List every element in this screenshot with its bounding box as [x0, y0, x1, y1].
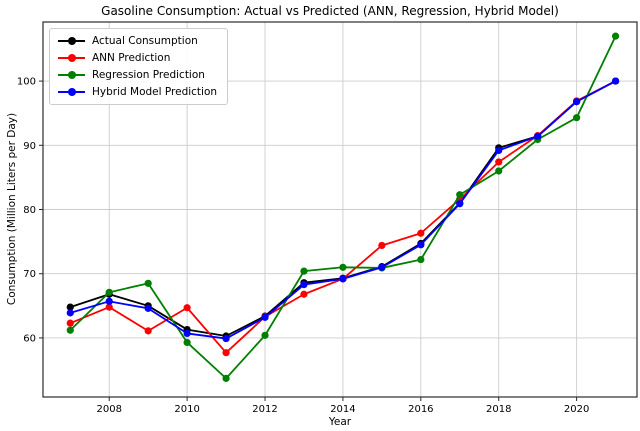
legend-item-actual-consumption: Actual Consumption	[58, 35, 217, 47]
data-point-regression-prediction	[495, 167, 503, 175]
data-point-regression-prediction	[456, 191, 464, 199]
data-point-hybrid-model-prediction	[261, 313, 269, 321]
x-tick-label: 2010	[174, 404, 199, 415]
x-tick-label: 2014	[330, 404, 355, 415]
y-tick-label: 100	[17, 77, 36, 88]
y-tick-label: 80	[23, 205, 36, 216]
data-point-ann-prediction	[66, 319, 74, 327]
x-tick-label: 2018	[486, 404, 511, 415]
data-point-ann-prediction	[105, 303, 113, 311]
data-point-actual-consumption	[66, 303, 74, 311]
data-point-ann-prediction	[378, 241, 386, 250]
legend: Actual Consumption ANN Prediction Regressi…	[49, 28, 229, 105]
data-point-ann-prediction	[183, 304, 191, 312]
data-point-hybrid-model-prediction	[183, 329, 191, 338]
data-point-regression-prediction	[611, 32, 620, 40]
data-point-ann-prediction	[417, 229, 425, 237]
data-point-hybrid-model-prediction	[573, 98, 581, 106]
legend-label: Actual Consumption	[92, 35, 198, 47]
data-point-hybrid-model-prediction	[611, 77, 620, 85]
data-point-hybrid-model-prediction	[495, 146, 503, 155]
data-point-ann-prediction	[144, 327, 152, 335]
data-point-regression-prediction	[339, 263, 347, 271]
data-point-regression-prediction	[300, 267, 308, 275]
data-point-hybrid-model-prediction	[105, 297, 113, 305]
data-point-hybrid-model-prediction	[534, 132, 542, 140]
legend-marker-icon	[58, 37, 85, 46]
legend-label: Regression Prediction	[92, 69, 205, 81]
data-point-hybrid-model-prediction	[339, 275, 347, 283]
legend-marker-icon	[58, 88, 85, 97]
data-point-hybrid-model-prediction	[66, 309, 74, 317]
data-point-regression-prediction	[105, 288, 113, 296]
legend-item-hybrid-model-prediction: Hybrid Model Prediction	[58, 86, 217, 98]
data-point-hybrid-model-prediction	[300, 281, 308, 289]
data-point-regression-prediction	[66, 326, 74, 334]
legend-label: Hybrid Model Prediction	[92, 86, 218, 98]
y-tick-label: 60	[23, 333, 36, 344]
legend-marker-icon	[58, 71, 85, 80]
legend-marker-icon	[58, 54, 85, 63]
legend-label: ANN Prediction	[92, 52, 171, 64]
data-point-regression-prediction	[261, 331, 269, 339]
y-axis-label: Consumption (Million Liters per Day)	[6, 112, 18, 306]
data-point-ann-prediction	[300, 290, 308, 298]
data-point-regression-prediction	[222, 374, 230, 382]
x-tick-label: 2012	[252, 404, 277, 415]
data-point-ann-prediction	[495, 158, 503, 166]
data-point-hybrid-model-prediction	[456, 200, 464, 208]
legend-item-regression-prediction: Regression Prediction	[58, 69, 217, 81]
data-point-hybrid-model-prediction	[144, 304, 152, 312]
data-point-hybrid-model-prediction	[417, 241, 425, 249]
data-point-hybrid-model-prediction	[378, 263, 386, 271]
legend-item-ann-prediction: ANN Prediction	[58, 52, 217, 64]
x-axis-label: Year	[328, 416, 352, 428]
data-point-regression-prediction	[144, 279, 152, 287]
chart-title: Gasoline Consumption: Actual vs Predicte…	[101, 4, 559, 18]
data-point-regression-prediction	[573, 114, 581, 122]
data-point-hybrid-model-prediction	[222, 334, 230, 343]
x-tick-label: 2020	[564, 404, 589, 415]
y-tick-label: 70	[23, 269, 36, 280]
x-tick-label: 2008	[96, 404, 121, 415]
data-point-regression-prediction	[183, 338, 191, 347]
y-tick-label: 90	[23, 141, 36, 152]
data-point-regression-prediction	[417, 255, 425, 264]
data-point-ann-prediction	[222, 349, 230, 357]
x-tick-label: 2016	[408, 404, 433, 415]
